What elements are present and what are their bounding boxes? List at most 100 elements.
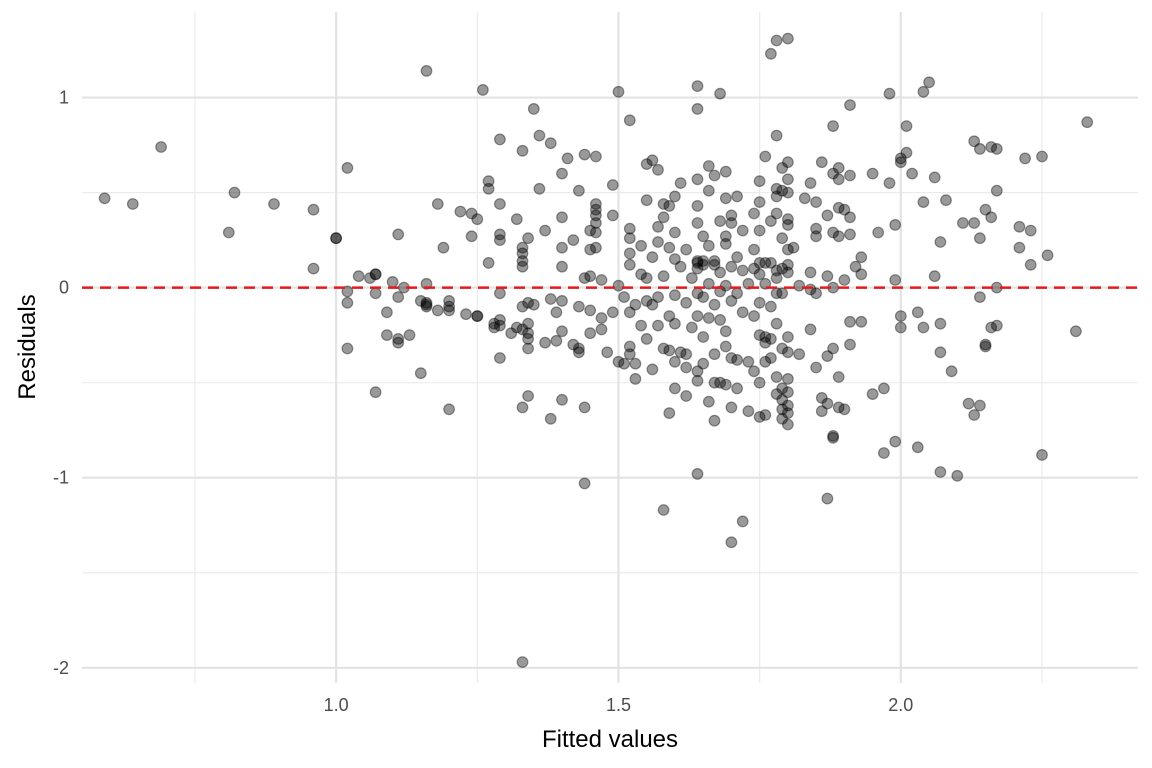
data-point <box>708 258 721 271</box>
data-point <box>663 407 676 420</box>
data-point <box>369 287 382 300</box>
data-point <box>590 217 602 229</box>
data-point <box>1024 258 1037 271</box>
y-tick-label: -2 <box>53 658 69 678</box>
data-point <box>669 289 681 302</box>
data-point <box>584 304 597 317</box>
data-point <box>307 262 320 275</box>
data-point <box>527 102 540 115</box>
data-point <box>753 329 766 342</box>
data-point <box>556 325 568 338</box>
data-point <box>753 296 766 309</box>
data-point <box>889 435 902 448</box>
data-point <box>155 141 168 153</box>
data-point <box>606 306 619 319</box>
data-point <box>669 355 681 368</box>
data-point <box>782 407 794 420</box>
data-point <box>516 247 529 260</box>
data-point <box>974 291 986 304</box>
data-point <box>821 270 834 283</box>
data-point <box>844 169 856 182</box>
data-point <box>669 226 681 239</box>
data-point <box>646 251 659 264</box>
data-point <box>765 47 777 60</box>
data-point <box>1069 325 1082 338</box>
data-point <box>725 260 738 273</box>
data-point <box>392 291 405 304</box>
data-point <box>725 401 738 414</box>
data-point <box>556 211 568 224</box>
data-points <box>98 32 1094 668</box>
data-point <box>844 315 856 328</box>
data-point <box>669 190 681 203</box>
data-point <box>691 102 704 115</box>
data-point <box>623 222 636 235</box>
data-point <box>516 401 529 414</box>
data-point <box>674 177 687 190</box>
data-point <box>522 296 534 309</box>
data-point <box>832 371 845 383</box>
data-point <box>753 196 766 209</box>
data-point <box>782 213 794 226</box>
data-point <box>533 129 546 142</box>
data-point <box>702 395 715 408</box>
data-point <box>403 329 416 342</box>
x-tick-label: 2.0 <box>888 695 913 715</box>
data-point <box>691 262 704 275</box>
data-point <box>573 300 585 313</box>
data-point <box>629 357 642 370</box>
data-point <box>770 182 783 195</box>
data-point <box>782 258 794 271</box>
data-point <box>815 392 828 404</box>
data-point <box>1013 220 1026 233</box>
data-point <box>719 165 732 178</box>
data-point <box>821 492 834 505</box>
data-point <box>516 323 529 336</box>
data-point <box>911 306 924 319</box>
data-point <box>844 228 856 241</box>
data-point <box>420 300 433 313</box>
data-point <box>714 376 726 389</box>
data-point <box>550 334 563 347</box>
data-point <box>957 217 969 229</box>
data-point <box>494 287 506 300</box>
data-point <box>849 260 862 273</box>
data-point <box>878 447 890 459</box>
data-point <box>736 264 749 277</box>
data-point <box>488 321 501 334</box>
data-point <box>652 163 664 176</box>
data-point <box>815 405 828 418</box>
data-point <box>590 226 602 239</box>
data-point <box>595 323 608 336</box>
data-point <box>652 319 664 332</box>
x-tick-label: 1.0 <box>324 695 349 715</box>
data-point <box>573 346 585 359</box>
data-point <box>431 198 444 210</box>
data-point <box>770 272 783 285</box>
data-point <box>657 211 670 224</box>
data-point <box>691 217 704 229</box>
data-point <box>804 323 817 336</box>
data-point <box>477 83 489 96</box>
data-point <box>838 274 851 286</box>
data-point <box>482 257 495 269</box>
data-point <box>748 365 760 378</box>
data-point <box>307 203 320 216</box>
data-point <box>494 314 506 326</box>
data-point <box>420 296 433 309</box>
data-point <box>776 412 789 425</box>
data-point <box>510 321 523 334</box>
data-point <box>832 173 845 186</box>
data-point <box>748 310 760 323</box>
data-point <box>753 175 766 188</box>
data-point <box>663 310 676 323</box>
data-point <box>804 177 817 190</box>
data-point <box>962 397 975 410</box>
data-point <box>222 226 235 239</box>
data-point <box>623 114 636 127</box>
data-point <box>725 352 738 364</box>
data-point <box>855 268 868 281</box>
data-point <box>866 167 879 180</box>
data-point <box>719 279 732 292</box>
data-point <box>714 87 726 100</box>
